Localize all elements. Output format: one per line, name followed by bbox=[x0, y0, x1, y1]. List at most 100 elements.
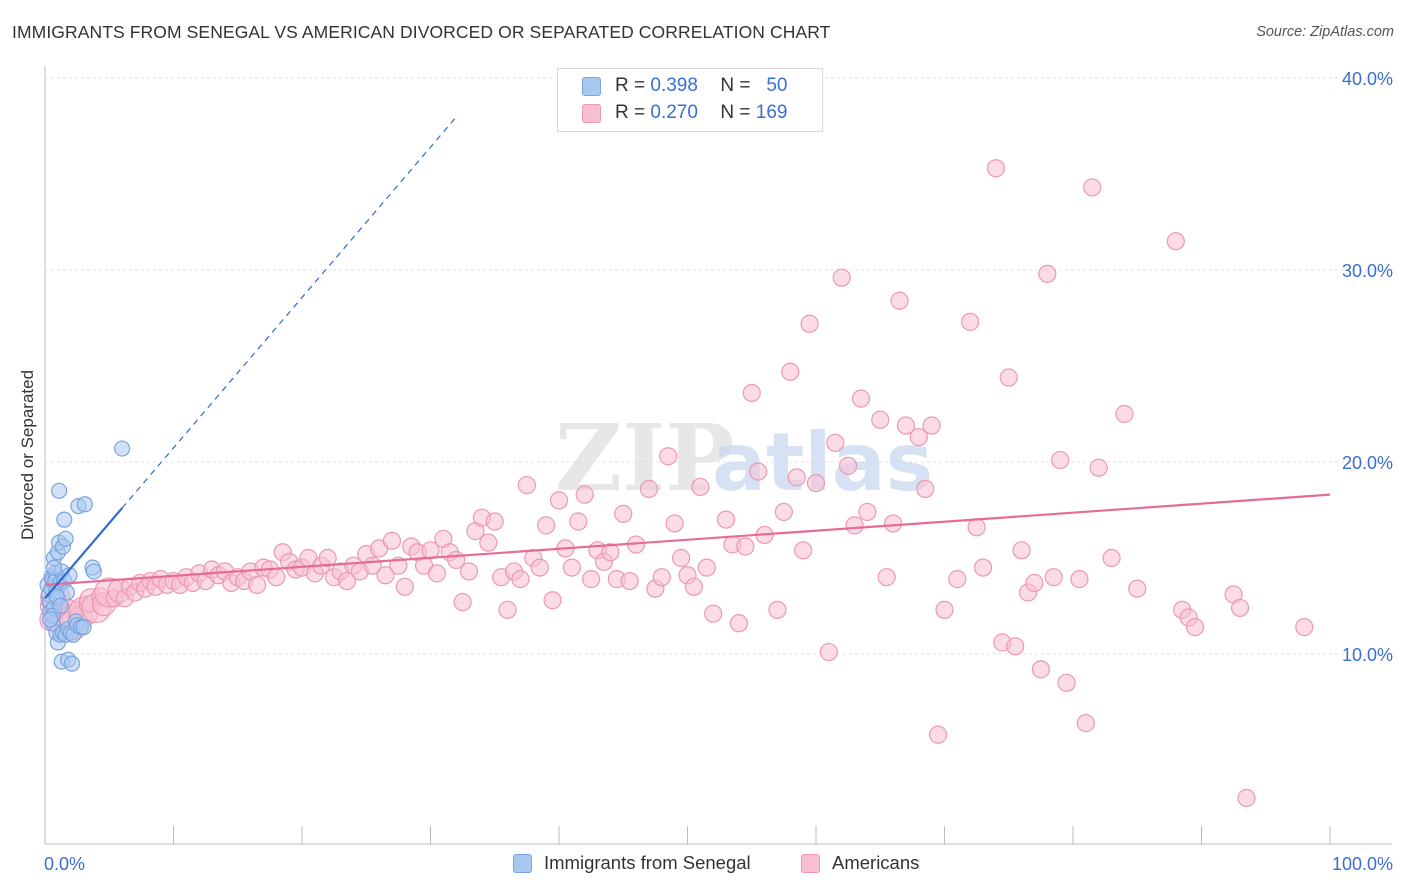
y-axis-label: Divorced or Separated bbox=[18, 369, 37, 541]
americans-point bbox=[768, 600, 787, 619]
senegal-point bbox=[45, 559, 63, 576]
n-value: 50 bbox=[766, 75, 788, 96]
americans-point bbox=[729, 614, 749, 633]
americans-point bbox=[961, 312, 980, 331]
n-label: N = bbox=[720, 102, 751, 123]
americans-point bbox=[1083, 178, 1102, 197]
americans-point bbox=[896, 416, 916, 435]
y-tick-label: 40.0% bbox=[1342, 69, 1393, 89]
americans-point bbox=[684, 577, 704, 596]
americans-point bbox=[1295, 618, 1314, 637]
americans-point bbox=[691, 477, 710, 497]
senegal-point bbox=[57, 530, 74, 547]
americans-point bbox=[928, 725, 948, 744]
americans-point bbox=[601, 543, 620, 562]
n-label: N = bbox=[720, 75, 751, 96]
americans-point bbox=[1012, 541, 1031, 560]
americans-point bbox=[716, 510, 736, 529]
senegal-point bbox=[113, 440, 131, 457]
americans-point bbox=[832, 268, 851, 287]
senegal-swatch bbox=[582, 76, 601, 96]
legend-row-senegal: R = 0.398 N = 50 bbox=[582, 75, 787, 97]
americans-point bbox=[1051, 450, 1070, 470]
senegal-point bbox=[63, 655, 81, 672]
americans-point bbox=[781, 362, 800, 381]
axes bbox=[44, 66, 1392, 845]
americans-point bbox=[883, 514, 903, 533]
americans-point bbox=[665, 514, 684, 533]
r-value: 0.270 bbox=[650, 102, 698, 123]
americans-point bbox=[1076, 714, 1095, 733]
senegal-point bbox=[51, 482, 68, 499]
americans-point bbox=[800, 314, 819, 333]
americans-point bbox=[537, 516, 556, 535]
americans-point bbox=[704, 604, 723, 623]
americans-point bbox=[845, 516, 864, 535]
americans-point bbox=[247, 575, 267, 594]
americans-point bbox=[459, 562, 479, 581]
trendlines bbox=[44, 116, 1331, 600]
x-tick-labels: 0.0% 100.0% bbox=[44, 854, 1393, 874]
americans-trendline bbox=[44, 493, 1331, 586]
americans-point bbox=[742, 383, 761, 402]
senegal-points bbox=[39, 440, 131, 672]
americans-point bbox=[1089, 458, 1108, 477]
americans-point bbox=[999, 368, 1018, 387]
legend-item-americans: Americans bbox=[801, 852, 919, 874]
americans-point bbox=[787, 468, 806, 487]
americans-point bbox=[639, 479, 659, 498]
y-tick-label: 20.0% bbox=[1342, 453, 1393, 473]
source-label: Source: ZipAtlas.com bbox=[1256, 24, 1394, 40]
americans-point bbox=[909, 427, 928, 447]
americans-point bbox=[1006, 637, 1025, 656]
americans-point bbox=[318, 548, 337, 568]
americans-point bbox=[543, 591, 562, 610]
americans-point bbox=[1115, 404, 1134, 424]
americans-point bbox=[575, 485, 594, 504]
y-tick-label: 30.0% bbox=[1342, 261, 1393, 281]
americans-point bbox=[1070, 570, 1089, 589]
americans-point bbox=[517, 475, 536, 495]
americans-point bbox=[395, 577, 414, 596]
americans-point bbox=[1038, 264, 1057, 283]
x-tick-label: 0.0% bbox=[44, 854, 85, 874]
senegal-point bbox=[56, 511, 73, 528]
watermark-atlas: atlas bbox=[712, 416, 933, 509]
americans-point bbox=[697, 558, 716, 577]
stats-legend: R = 0.398 N = 50 R = 0.270 N = 169 bbox=[557, 68, 823, 132]
americans-point bbox=[948, 570, 967, 589]
americans-point bbox=[819, 642, 838, 662]
americans-point bbox=[890, 291, 909, 310]
americans-point bbox=[1166, 232, 1185, 251]
americans-point bbox=[858, 502, 877, 522]
senegal-trendline bbox=[44, 507, 123, 600]
americans-point bbox=[973, 558, 993, 577]
americans-point bbox=[1031, 660, 1050, 679]
x-tick-label: 100.0% bbox=[1332, 854, 1393, 874]
legend-row-americans: R = 0.270 N = 169 bbox=[582, 102, 787, 124]
americans-point bbox=[530, 558, 549, 577]
americans-point bbox=[877, 568, 896, 587]
americans-point bbox=[485, 512, 504, 531]
americans-point bbox=[427, 564, 447, 583]
americans-point bbox=[774, 502, 793, 522]
americans-point bbox=[935, 600, 954, 619]
americans-point bbox=[794, 541, 813, 560]
americans-point bbox=[1025, 573, 1044, 593]
americans-point bbox=[671, 548, 691, 568]
senegal-point bbox=[42, 611, 59, 628]
senegal-point bbox=[75, 619, 92, 636]
americans-point bbox=[1237, 788, 1256, 808]
americans-legend-swatch bbox=[801, 853, 820, 873]
americans-point bbox=[806, 474, 826, 493]
americans-point bbox=[851, 389, 871, 408]
americans-point bbox=[453, 593, 472, 612]
legend-item-senegal: Immigrants from Senegal bbox=[513, 852, 751, 874]
americans-point bbox=[749, 462, 768, 481]
senegal-legend-label: Immigrants from Senegal bbox=[544, 852, 751, 873]
americans-point bbox=[382, 531, 402, 550]
y-tick-labels: 10.0% 20.0% 30.0% 40.0% bbox=[1342, 69, 1393, 665]
americans-point bbox=[922, 416, 941, 435]
americans-point bbox=[986, 159, 1006, 178]
